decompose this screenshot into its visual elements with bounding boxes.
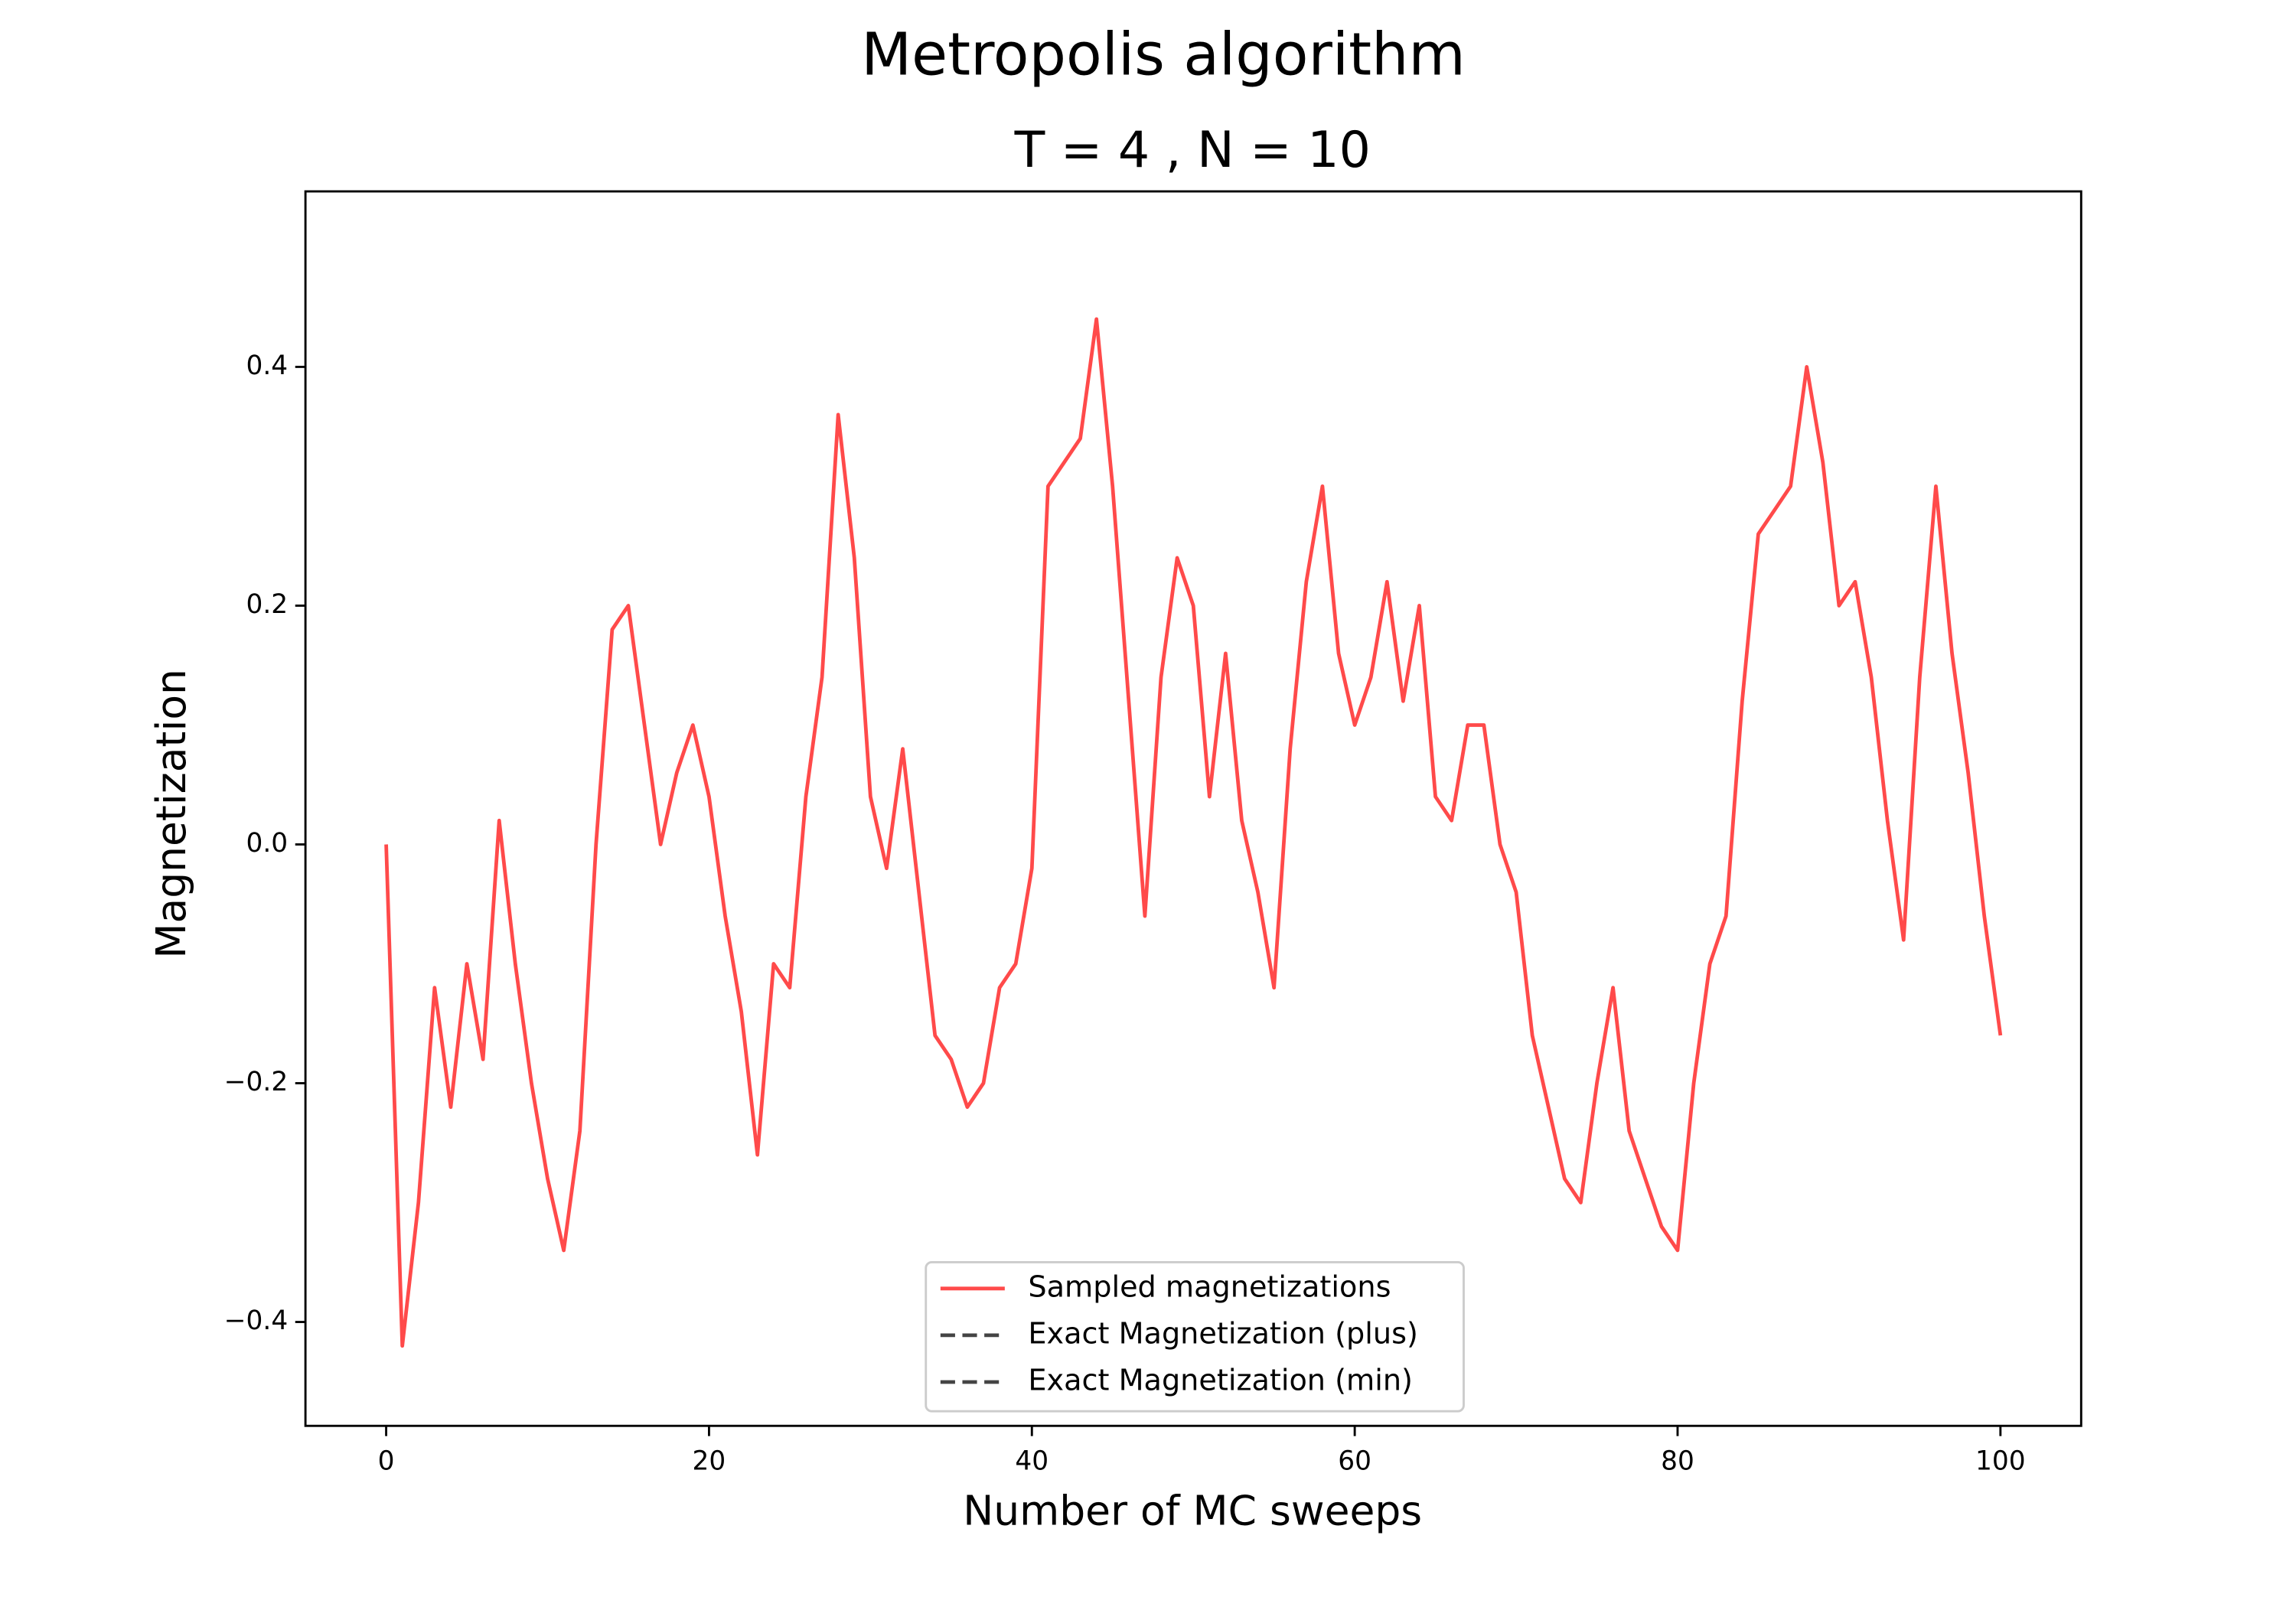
data-line bbox=[384, 317, 2003, 1348]
x-tick-label: 40 bbox=[1015, 1446, 1049, 1477]
x-tick-label: 20 bbox=[693, 1446, 726, 1477]
x-tick-label: 100 bbox=[1975, 1446, 2026, 1477]
legend-label: Sampled magnetizations bbox=[1028, 1270, 1391, 1304]
y-tick-label: 0.4 bbox=[246, 350, 289, 381]
x-tick-label: 60 bbox=[1338, 1446, 1371, 1477]
x-tick-label: 80 bbox=[1661, 1446, 1694, 1477]
x-axis-label: Number of MC sweeps bbox=[963, 1486, 1422, 1534]
plot-frame bbox=[304, 190, 2082, 1427]
y-tick-label: −0.4 bbox=[224, 1305, 288, 1336]
legend-box bbox=[925, 1261, 1465, 1413]
y-axis-label: Magnetization bbox=[147, 669, 195, 959]
legend-label: Exact Magnetization (plus) bbox=[1028, 1317, 1417, 1351]
y-tick-label: 0.2 bbox=[246, 589, 289, 620]
legend-label: Exact Magnetization (min) bbox=[1028, 1364, 1413, 1398]
chart-subtitle: T = 4 , N = 10 bbox=[1014, 122, 1371, 179]
chart-title: Metropolis algorithm bbox=[861, 21, 1466, 89]
y-tick-label: −0.2 bbox=[224, 1067, 288, 1097]
y-tick-label: 0.0 bbox=[246, 828, 289, 859]
x-tick-label: 0 bbox=[378, 1446, 395, 1477]
